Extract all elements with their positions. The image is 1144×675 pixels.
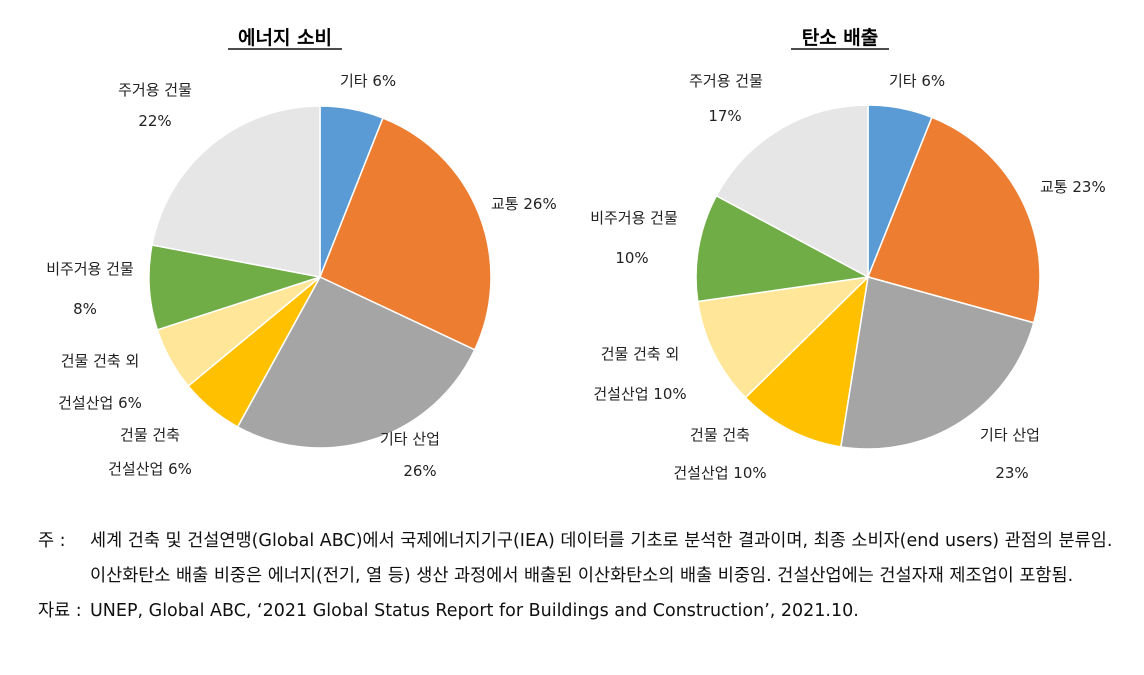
slice-label: 기타 6% (340, 72, 396, 90)
pie-slice (715, 104, 869, 279)
source-row: 자료 : UNEP, Global ABC, ‘2021 Global Stat… (38, 594, 1133, 629)
slice-label: 비주거용 건물 (590, 209, 678, 227)
slice-label: 23% (995, 464, 1028, 482)
slice-label: 기타 산업 (380, 430, 440, 448)
slice-label: 26% (403, 462, 436, 480)
chart-title: 탄소 배출 (802, 27, 879, 49)
source-text: UNEP, Global ABC, ‘2021 Global Status Re… (90, 601, 859, 621)
slice-label: 건물 건축 외 (601, 345, 680, 363)
pie-slice (151, 105, 321, 278)
pie-slice (696, 275, 871, 399)
slice-label: 주거용 건물 (118, 81, 192, 99)
slice-label: 주거용 건물 (689, 72, 763, 90)
pie-slice (319, 117, 492, 351)
pie-slice (744, 274, 870, 448)
slice-label: 17% (708, 107, 741, 125)
slice-label: 교통 23% (1040, 178, 1106, 196)
notes: 주 : 세계 건축 및 건설연맹(Global ABC)에서 국제에너지기구(I… (38, 524, 1133, 629)
slice-label: 기타 6% (889, 72, 945, 90)
slice-label: 건물 건축 외 (61, 352, 140, 370)
slice-label: 건설산업 10% (593, 385, 686, 403)
slice-label: 8% (73, 300, 97, 318)
slice-label: 10% (615, 249, 648, 267)
slice-label: 22% (138, 112, 171, 130)
pie-slice (866, 116, 1041, 324)
note-row: 주 : 세계 건축 및 건설연맹(Global ABC)에서 국제에너지기구(I… (38, 524, 1133, 594)
slice-label: 건물 건축 (120, 426, 180, 444)
note-key: 주 : (38, 531, 66, 551)
slice-label: 비주거용 건물 (46, 260, 134, 278)
slice-label: 기타 산업 (980, 426, 1040, 444)
note-text: 세계 건축 및 건설연맹(Global ABC)에서 국제에너지기구(IEA) … (90, 531, 1113, 586)
slice-label: 건물 건축 (690, 426, 750, 444)
slice-label: 건설산업 10% (673, 464, 766, 482)
chart-title: 에너지 소비 (238, 27, 332, 49)
pie-slice (839, 276, 1035, 450)
source-key: 자료 : (38, 601, 82, 621)
slice-label: 교통 26% (491, 195, 557, 213)
slice-label: 건설산업 6% (58, 394, 142, 412)
slice-label: 건설산업 6% (108, 460, 192, 478)
pie-slice (695, 194, 871, 303)
